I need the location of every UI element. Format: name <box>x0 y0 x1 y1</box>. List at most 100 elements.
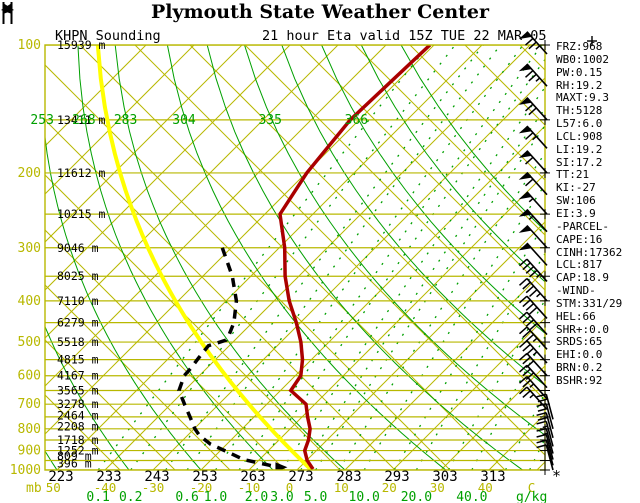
svg-text:40.0: 40.0 <box>456 490 487 503</box>
svg-text:313: 313 <box>480 469 505 485</box>
svg-text:-20: -20 <box>190 480 213 495</box>
svg-text:253: 253 <box>30 113 53 128</box>
stat-line: WB0:1002 <box>556 52 609 66</box>
stat-line: EI:3.9 <box>556 206 596 220</box>
svg-text:g/kg: g/kg <box>516 490 547 503</box>
stat-line: HEL:66 <box>556 309 596 323</box>
stat-line: CAPE:16 <box>556 232 603 246</box>
stat-line: LCL:817 <box>556 258 603 272</box>
svg-text:900: 900 <box>18 444 41 459</box>
stat-line: TH:5128 <box>556 104 603 118</box>
svg-text:-30: -30 <box>142 480 165 495</box>
svg-text:5518 m: 5518 m <box>57 335 99 349</box>
valid-time-label: 21 hour Eta valid 15Z TUE 22 MAR 05 <box>262 28 547 44</box>
svg-text:293: 293 <box>384 469 409 485</box>
stat-line: LCL:908 <box>556 129 603 143</box>
page-title: Plymouth State Weather Center <box>150 1 490 23</box>
svg-text:0.6: 0.6 <box>175 490 198 503</box>
svg-text:268: 268 <box>72 113 95 128</box>
stat-line: -PARCEL- <box>556 219 609 233</box>
stat-line: KI:-27 <box>556 181 596 195</box>
svg-text:*: * <box>552 467 561 485</box>
svg-text:7110 m: 7110 m <box>57 294 99 308</box>
station-label: KHPN Sounding <box>55 28 161 44</box>
svg-text:13411 m: 13411 m <box>57 113 106 127</box>
stat-line: BRN:0.2 <box>556 361 603 375</box>
svg-text:40: 40 <box>478 480 493 495</box>
stat-line: SHR+:0.0 <box>556 322 609 336</box>
svg-text:263: 263 <box>240 469 265 485</box>
svg-text:400: 400 <box>18 294 41 309</box>
svg-text:300: 300 <box>18 241 41 256</box>
svg-text:233: 233 <box>96 469 121 485</box>
stat-line: CAP:18.9 <box>556 271 609 285</box>
svg-text:100: 100 <box>18 38 41 53</box>
svg-text:2.0: 2.0 <box>245 490 268 503</box>
stat-line: MAXT:9.3 <box>556 91 609 105</box>
svg-text:0.1: 0.1 <box>86 490 109 503</box>
svg-text:15939 m: 15939 m <box>57 38 106 52</box>
svg-text:700: 700 <box>18 397 41 412</box>
svg-text:809 m: 809 m <box>57 449 92 463</box>
svg-text:1.0: 1.0 <box>204 490 227 503</box>
stat-line: CINH:17362 <box>556 245 623 259</box>
svg-text:2208 m: 2208 m <box>57 419 99 433</box>
stat-line: SW:106 <box>556 194 596 208</box>
stat-line: FRZ:968 <box>556 40 603 53</box>
svg-text:5.0: 5.0 <box>304 490 327 503</box>
stats-panel: FRZ:968 WB0:1002 PW:0.15 RH:19.2 MAXT:9.3 TH:… <box>556 40 623 388</box>
stat-line: BSHR:92 <box>556 373 603 387</box>
plot-area <box>45 45 545 470</box>
stat-line: -WIND- <box>556 284 596 298</box>
svg-text:800: 800 <box>18 422 41 437</box>
svg-text:mb: mb <box>26 481 42 496</box>
svg-text:0.2: 0.2 <box>119 490 142 503</box>
svg-text:20.0: 20.0 <box>401 490 432 503</box>
dewpoint-trace <box>177 247 279 469</box>
svg-text:253: 253 <box>192 469 217 485</box>
svg-text:1252 m: 1252 m <box>57 444 99 458</box>
wind-barbs <box>518 31 554 471</box>
svg-text:C: C <box>528 480 536 495</box>
svg-text:3278 m: 3278 m <box>57 397 99 411</box>
svg-text:600: 600 <box>18 369 41 384</box>
svg-text:4167 m: 4167 m <box>57 369 99 383</box>
svg-text:366: 366 <box>345 113 368 128</box>
stat-line: PW:0.15 <box>556 65 603 79</box>
svg-text:9046 m: 9046 m <box>57 241 99 255</box>
stat-line: SI:17.2 <box>556 155 603 169</box>
page-title-bar: Plymouth State Weather Center <box>0 1 640 24</box>
svg-text:30: 30 <box>430 480 445 495</box>
svg-text:3565 m: 3565 m <box>57 383 99 397</box>
svg-text:243: 243 <box>144 469 169 485</box>
stat-line: LI:19.2 <box>556 142 603 156</box>
temperature-trace <box>278 45 432 470</box>
svg-text:273: 273 <box>288 469 313 485</box>
stat-line: L57:6.0 <box>556 117 603 131</box>
svg-text:6279 m: 6279 m <box>57 316 99 330</box>
svg-text:303: 303 <box>432 469 457 485</box>
stat-line: STM:331/29 <box>556 296 623 310</box>
parcel-trace <box>95 45 313 470</box>
svg-text:1000: 1000 <box>10 463 41 478</box>
svg-text:200: 200 <box>18 166 41 181</box>
svg-text:20: 20 <box>382 480 397 495</box>
svg-text:1718 m: 1718 m <box>57 433 99 447</box>
svg-text:10215 m: 10215 m <box>57 207 106 221</box>
svg-text:50: 50 <box>46 480 61 495</box>
svg-text:-40: -40 <box>94 480 117 495</box>
stat-line: EHI:0.0 <box>556 348 603 362</box>
svg-text:396 m: 396 m <box>57 456 92 470</box>
svg-text:304: 304 <box>172 113 196 128</box>
stat-line: RH:19.2 <box>556 78 603 92</box>
svg-text:4815 m: 4815 m <box>57 353 99 367</box>
svg-text:10: 10 <box>334 480 349 495</box>
svg-text:8025 m: 8025 m <box>57 269 99 283</box>
svg-text:2464 m: 2464 m <box>57 409 99 423</box>
svg-text:0: 0 <box>286 480 294 495</box>
svg-text:223: 223 <box>48 469 73 485</box>
svg-text:-10: -10 <box>238 480 261 495</box>
stat-line: SRDS:65 <box>556 335 603 349</box>
